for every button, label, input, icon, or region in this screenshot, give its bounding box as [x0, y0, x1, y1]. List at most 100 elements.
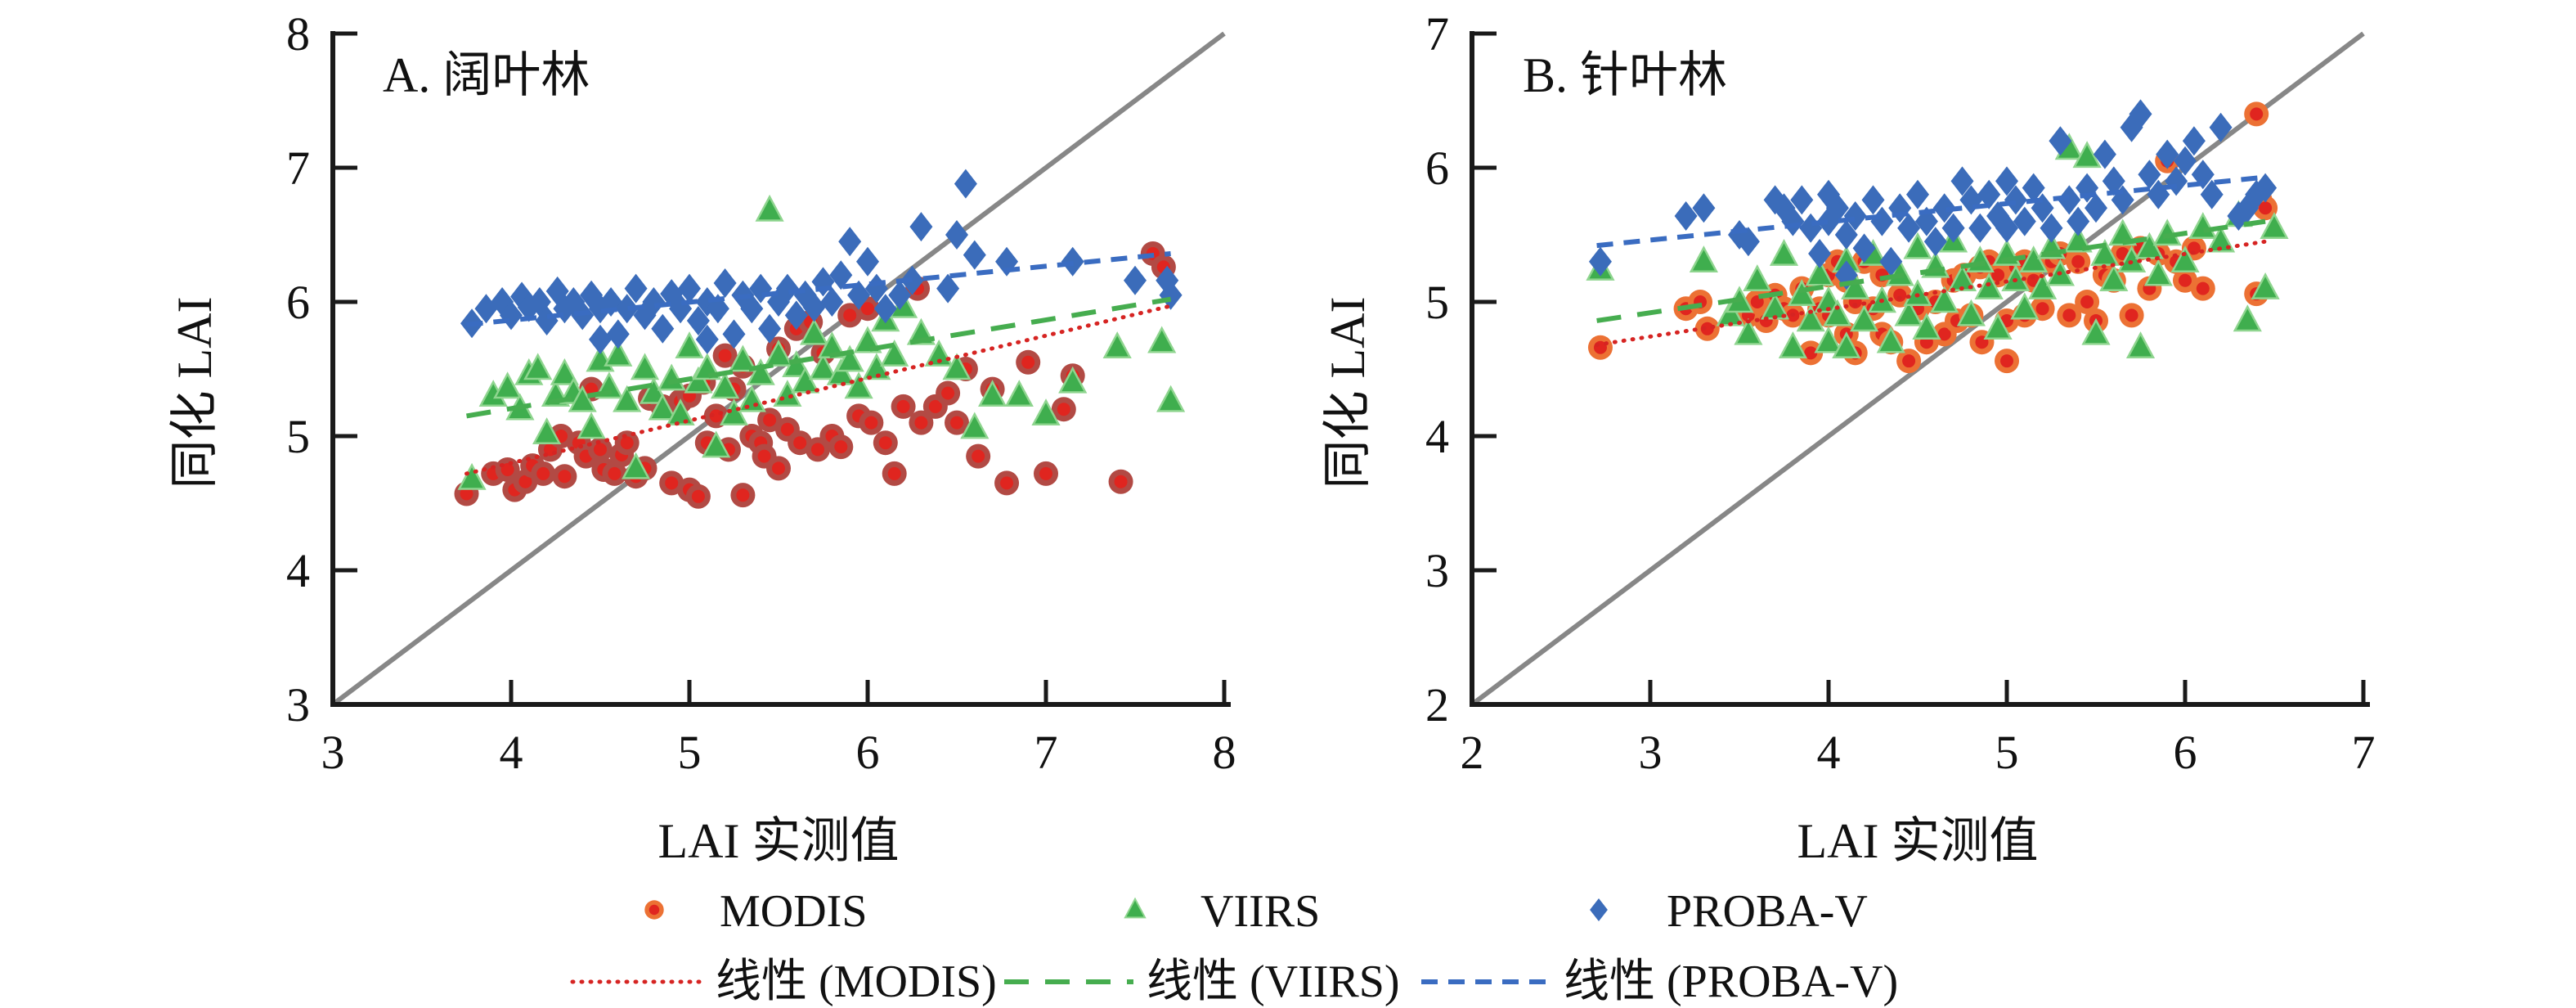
viirs-point: [835, 344, 864, 372]
viirs-point: [960, 412, 990, 439]
probav-point: [722, 319, 746, 349]
viirs-point: [532, 417, 562, 444]
legend-label-probav: PROBA-V: [1667, 886, 1868, 937]
panel-a-yaxis-title: 同化 LAI: [168, 297, 222, 489]
probav-point: [1879, 246, 1903, 277]
probav-point: [1888, 193, 1912, 223]
modis-point-core: [1700, 322, 1714, 335]
x-tick-label: 4: [1817, 726, 1841, 779]
modis-point-core: [810, 443, 824, 457]
probav-point: [2182, 126, 2206, 156]
viirs-point: [1796, 304, 1825, 332]
probav-point: [1590, 898, 1608, 922]
viirs-point: [613, 385, 642, 412]
modis-point-core: [834, 440, 848, 454]
viirs-point: [1147, 326, 1177, 353]
y-tick-label: 5: [1425, 276, 1449, 329]
probav-point: [1674, 201, 1698, 232]
probav-point: [713, 268, 737, 299]
probav-point: [2174, 146, 2197, 176]
viirs-point: [1778, 331, 1807, 359]
viirs-point: [880, 339, 909, 367]
probav-point: [1977, 179, 2001, 209]
viirs-point: [2251, 272, 2280, 299]
x-tick-label: 6: [856, 726, 880, 779]
viirs-point: [666, 398, 695, 426]
x-tick-label: 8: [1213, 726, 1236, 779]
modis-point-core: [1039, 466, 1052, 480]
probav-point: [2022, 173, 2045, 203]
viirs-point: [1769, 238, 1799, 266]
viirs-point: [755, 194, 784, 222]
modis-point-core: [608, 466, 622, 480]
legend-markers: [570, 897, 1608, 984]
viirs-point: [1689, 245, 1718, 273]
viirs-point: [719, 398, 749, 426]
probav-point: [936, 273, 960, 304]
identity-line: [331, 31, 1226, 707]
probav-point: [1781, 206, 1805, 236]
probav-point: [954, 169, 977, 199]
viirs-point: [1805, 259, 1834, 286]
panel-a-plot: 3 4 5 6 7 8 3 4 5 6 7 8: [286, 7, 1236, 779]
viirs-point: [1823, 299, 1852, 326]
probav-point: [1950, 166, 1974, 196]
viirs-point: [2099, 264, 2129, 292]
viirs-point: [604, 339, 633, 367]
viirs-point: [844, 371, 873, 399]
viirs-point: [657, 363, 686, 391]
viirs-point: [2170, 245, 2200, 273]
viirs-point: [1734, 317, 1763, 345]
probav-point: [2254, 173, 2278, 203]
probav-point: [2013, 206, 2036, 236]
probav-point: [2138, 160, 2161, 190]
modis-point-core: [757, 449, 771, 463]
probav-point: [1941, 213, 1965, 243]
probav-point: [945, 220, 968, 250]
probav-point: [1834, 220, 1858, 250]
modis-point-core: [780, 422, 794, 436]
viirs-point: [746, 358, 775, 385]
x-tick-label: 6: [2174, 726, 2197, 779]
viirs-point: [1903, 232, 1932, 259]
probav-point: [838, 227, 862, 257]
viirs-point: [457, 462, 487, 490]
x-tick-label: 3: [1639, 726, 1663, 779]
viirs-point: [1876, 326, 1905, 353]
viirs-point: [1912, 313, 1941, 340]
modis-point-core: [1937, 327, 1951, 341]
probav-point: [1932, 193, 1956, 223]
viirs-point: [2143, 259, 2173, 286]
modis-point-core: [2259, 201, 2273, 215]
probav-point: [686, 305, 710, 335]
x-tick-label: 5: [1995, 726, 2019, 779]
x-tick-label: 7: [2352, 726, 2376, 779]
viirs-point: [1956, 299, 1986, 326]
x-tick-label: 7: [1034, 726, 1058, 779]
probav-point: [888, 280, 912, 310]
modis-point-core: [2125, 308, 2138, 322]
y-tick-label: 6: [286, 276, 310, 329]
viirs-point: [630, 353, 660, 380]
modis-point-core: [736, 488, 750, 502]
probav-point: [2004, 185, 2027, 215]
y-tick-label: 5: [286, 410, 310, 463]
probav-point: [1825, 193, 1849, 223]
viirs-point: [924, 339, 954, 367]
modis-point-core: [1021, 355, 1035, 369]
probav-point: [1852, 233, 1876, 263]
viirs-point: [702, 430, 731, 458]
probav-point: [1736, 227, 1760, 257]
probav-point: [2058, 185, 2081, 215]
modis-point-core: [460, 487, 473, 501]
modis-point-core: [500, 463, 514, 476]
probav-point: [1124, 265, 1147, 295]
viirs-point: [2081, 317, 2111, 345]
legend-label-modis: MODIS: [720, 886, 867, 937]
panel-b-yaxis-title: 同化 LAI: [1321, 297, 1375, 489]
probav-point: [678, 273, 701, 304]
viirs-point: [639, 376, 668, 404]
modis-point-core: [594, 443, 607, 457]
y-tick-label: 6: [1425, 142, 1449, 195]
fit-line-modis: [464, 304, 1174, 476]
